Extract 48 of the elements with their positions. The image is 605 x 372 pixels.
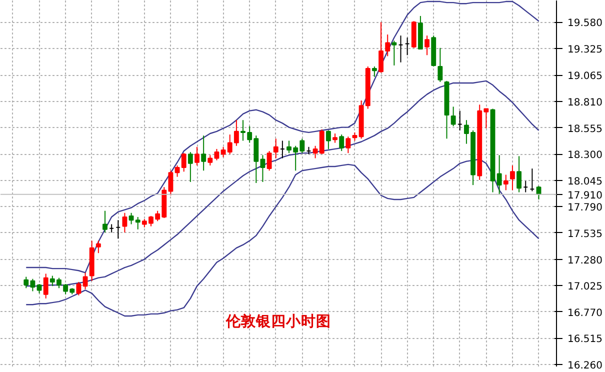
candlestick — [208, 154, 213, 166]
y-tick-label: 19.580 — [568, 18, 602, 30]
candlestick — [339, 134, 344, 152]
candlestick — [378, 22, 384, 74]
y-tick-label: 19.065 — [568, 71, 602, 82]
candlestick — [372, 66, 377, 78]
candlestick — [424, 35, 430, 56]
candlestick — [346, 136, 351, 154]
candlestick — [96, 240, 101, 254]
y-tick-label: 18.300 — [568, 150, 602, 162]
candlestick — [332, 132, 338, 144]
candlestick — [503, 174, 508, 191]
y-tick-label: 16.770 — [568, 308, 602, 319]
candlestick — [273, 138, 278, 159]
y-tick-label: 17.790 — [568, 202, 602, 214]
candlestick — [496, 154, 502, 195]
candlestick — [266, 150, 272, 172]
y-tick-label: 18.045 — [568, 176, 602, 188]
candlestick — [385, 34, 390, 57]
candlestick — [76, 281, 82, 296]
candlestick — [516, 156, 522, 193]
candlestick — [510, 164, 515, 191]
candlestick — [82, 272, 88, 290]
candlestick — [122, 212, 128, 233]
y-tick-label: 16.260 — [568, 360, 602, 372]
candlestick — [438, 47, 443, 82]
candlestick — [240, 120, 246, 142]
candlestick — [43, 273, 48, 299]
y-tick-label: 19.325 — [568, 44, 602, 56]
candlestick — [214, 148, 220, 161]
candlestick — [188, 152, 193, 182]
candlestick — [450, 106, 456, 127]
candlestick — [392, 40, 397, 66]
y-tick-label: 16.515 — [568, 334, 602, 346]
candlestick — [102, 210, 108, 233]
candlestick — [36, 284, 42, 294]
candlestick — [326, 130, 331, 150]
ref-line-label: 17.910 — [568, 190, 602, 202]
candlestick — [260, 154, 266, 182]
candlestick — [201, 135, 206, 172]
line-series — [26, 0, 540, 274]
candlestick — [194, 146, 200, 166]
y-tick-label: 18.555 — [568, 124, 602, 135]
y-tick-label: 17.025 — [568, 282, 602, 293]
y-tick-label: 18.810 — [568, 98, 602, 109]
y-tick-label: 17.280 — [568, 255, 602, 266]
text: 伦敦银四小时图 — [225, 312, 331, 330]
y-tick-label: 17.535 — [568, 228, 602, 240]
